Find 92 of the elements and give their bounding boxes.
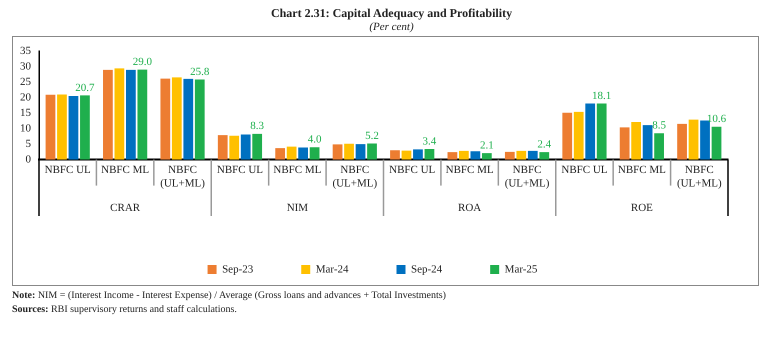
bar [46,94,56,160]
bar [103,70,113,160]
bar [402,150,412,160]
y-tick-label: 15 [20,106,32,119]
legend-label: Mar-24 [316,263,349,276]
bar [482,153,492,160]
data-label: 4.0 [308,134,322,146]
source-note: Sources: RBI supervisory returns and staff calculations. [12,303,238,317]
bar [677,124,687,160]
bar [240,134,251,160]
bar [367,143,377,160]
bar [298,148,308,160]
bar [516,150,526,160]
bar [172,77,182,160]
x-tick-label: NBFC (UL+ML) [504,164,550,190]
x-tick-label: NBFC UL [561,164,608,176]
bar [80,95,90,160]
bar [57,94,67,160]
bar [160,78,170,160]
bar [620,127,630,160]
bar [448,152,458,160]
data-label: 8.5 [652,120,666,132]
bar [194,80,205,160]
bar [470,151,480,160]
x-tick-label: NBFC (UL+ML) [332,164,378,190]
data-label: 25.8 [190,66,210,78]
bar [642,125,652,160]
bar [424,149,434,160]
bar [654,133,664,160]
data-label: 8.3 [250,120,265,132]
x-tick-label: NBFC UL [389,164,436,176]
x-tick-label: NBFC (UL+ML) [160,164,206,190]
bar [504,152,515,160]
bar [126,70,136,160]
bar [114,68,124,160]
text: CRAR [110,202,141,214]
bar [332,144,342,160]
y-tick-label: 5 [26,138,32,150]
bar [310,147,320,160]
data-label: 2.4 [537,138,552,151]
data-label: 18.1 [592,90,612,102]
data-label: 10.6 [706,113,727,126]
bar [700,120,710,160]
bar [562,112,572,160]
x-tick-label: NBFC UL [44,164,92,176]
bar [137,70,148,160]
data-label: 20.7 [75,82,96,94]
y-tick-label: 35 [20,44,32,57]
bar [688,120,698,160]
bar [528,150,538,160]
bar [183,78,194,160]
bar [356,144,366,160]
x-tick-label: NBFC ML [446,164,494,176]
legend-label: Mar-25 [504,263,538,276]
data-label: 3.4 [422,135,437,148]
y-tick-label: 10 [20,122,32,134]
text: Note: NIM = (Interest Income - Interest Expense) / Average (Gross loans and advances + Total Investments) [12,289,447,303]
x-tick-label: NBFC ML [618,164,666,176]
chart-title: Chart 2.31: Capital Adequacy and Profitability [270,6,514,21]
text: NIM [286,202,308,214]
data-label: 5.2 [365,130,379,142]
y-tick-label: 25 [20,76,32,88]
bar [252,134,262,160]
legend-label: Sep-23 [222,263,254,276]
text: ROA [458,202,482,214]
data-label: 29.0 [132,56,152,68]
bar [275,148,286,160]
bar [413,149,423,160]
x-tick-label: NBFC (UL+ML) [676,164,722,190]
y-tick-label: 0 [26,153,32,166]
bar [539,152,550,160]
bar [459,150,469,160]
bar [574,112,584,160]
y-tick-label: 20 [20,91,32,104]
x-tick-label: NBFC ML [101,164,150,176]
x-tick-label: NBFC ML [273,164,322,176]
legend-label: Sep-24 [411,263,443,276]
x-tick-label: NBFC UL [216,164,264,176]
y-tick-label: 30 [20,60,32,72]
bar [585,103,596,160]
bar [596,103,607,160]
text: ROE [630,202,654,214]
bar [218,135,228,160]
bar [344,144,354,160]
bar [712,126,722,160]
bar [631,122,642,160]
bar [390,150,400,160]
chart-subtitle: (Per cent) [368,21,415,33]
bar [229,136,240,160]
bar [68,96,78,160]
data-label: 2.1 [480,139,494,152]
bar [286,146,297,160]
